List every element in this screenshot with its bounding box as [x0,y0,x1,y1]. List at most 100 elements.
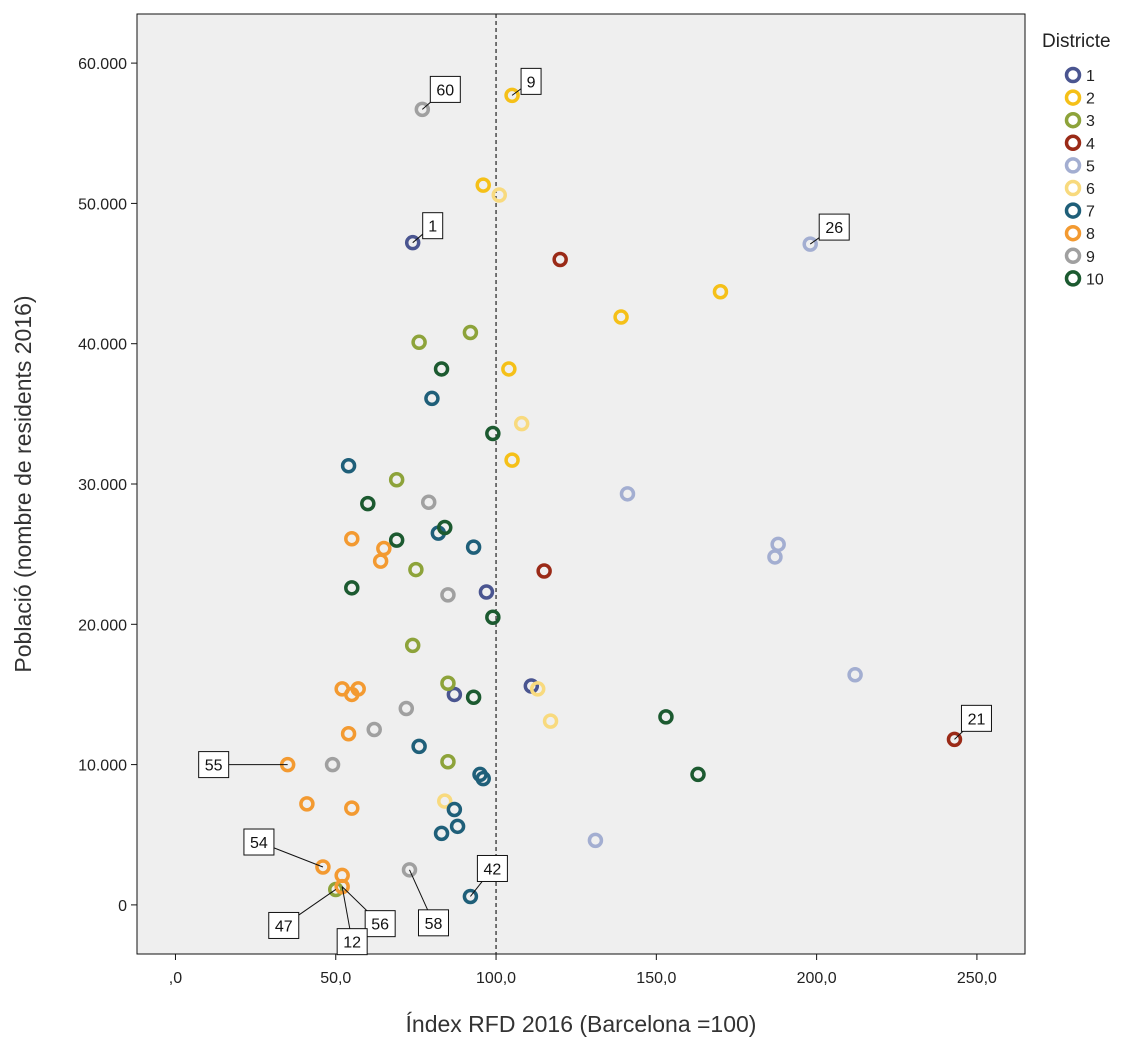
data-point [411,334,427,351]
annotation-box [429,75,461,103]
data-point [485,609,501,626]
data-point [802,236,818,252]
data-point [619,486,636,502]
y-tick-label: 50.000 [78,196,127,213]
legend-label: 9 [1086,249,1095,266]
data-point [344,580,360,596]
data-point [433,825,450,842]
data-point [299,796,315,812]
annotation-label: 21 [968,711,986,728]
data-point [437,793,453,809]
annotation-box [960,704,992,732]
data-point [388,472,405,488]
x-tick-label: 200,0 [797,970,837,987]
data-point [465,689,482,706]
annotation-label: 26 [825,220,843,237]
data-point [501,361,517,377]
data-point [408,561,424,578]
legend: Districte 1 2 3 4 5 6 7 8 9 10 [1042,31,1111,288]
data-point [504,87,520,104]
annotation-box [417,909,449,937]
annotation-box [336,928,368,956]
annotation-label: 1 [428,219,437,236]
data-point [491,187,508,203]
x-tick-label: 250,0 [957,970,997,987]
data-point [315,859,331,875]
y-tick-label: 40.000 [78,337,127,354]
annotation-label: 12 [343,935,361,952]
data-point [404,637,421,654]
data-point [513,415,530,432]
plot-area [136,13,1026,955]
data-point [401,862,418,878]
annotation-box [422,212,444,240]
data-point [324,756,341,773]
annotation-label: 60 [436,82,454,99]
data-point [485,425,501,442]
annotation-box [268,911,300,939]
data-point [767,549,783,565]
legend-marker [1064,270,1082,287]
data-point [360,495,376,512]
legend-label: 3 [1086,113,1095,130]
data-point [366,721,382,738]
data-point [440,587,456,603]
legend-label: 7 [1086,204,1095,221]
y-axis-title: Població (nombre de residents 2016) [10,295,36,672]
legend-marker [1064,224,1082,242]
annotation-label: 55 [205,758,223,775]
data-point [462,888,479,905]
annotation-label: 58 [425,916,443,933]
data-point [414,101,431,118]
data-point [462,324,479,341]
legend-marker [1064,179,1082,197]
data-point [658,709,674,725]
legend-label: 1 [1086,68,1095,85]
legend-marker [1064,247,1082,265]
legend-marker [1064,202,1082,219]
x-axis-title: Índex RFD 2016 (Barcelona =100) [406,1011,757,1037]
x-tick-label: 100,0 [476,970,516,987]
legend-marker [1064,89,1082,106]
data-point [542,713,559,729]
data-point [440,675,456,691]
data-point [552,251,568,268]
y-tick-label: 30.000 [78,477,127,494]
annotation-box [818,213,850,241]
data-point [587,832,604,849]
data-point [404,234,421,251]
data-point [465,539,482,555]
legend-title: Districte [1042,31,1111,52]
data-point [475,177,491,193]
data-point [344,530,360,547]
data-point [440,754,456,770]
data-point [529,681,546,697]
data-point [712,284,729,300]
legend-marker [1064,111,1082,129]
data-point [340,458,357,474]
legend-label: 2 [1086,91,1095,108]
legend-marker [1064,157,1082,174]
data-point [433,361,450,377]
data-point [344,800,360,816]
data-point [398,700,415,717]
data-point [446,801,463,818]
data-point [344,686,360,703]
y-tick-label: 0 [118,898,127,915]
x-tick-label: 50,0 [320,970,351,987]
annotation-label: 47 [275,918,293,935]
y-tick-label: 10.000 [78,758,127,775]
data-point [478,584,495,600]
annotation-label: 56 [371,917,389,934]
data-point [847,667,863,683]
data-point [340,725,357,742]
annotation-box [364,910,396,938]
data-point [690,766,706,783]
data-point [372,553,389,569]
data-point [437,519,453,536]
annotation-box [243,828,275,856]
data-point [334,878,350,895]
annotation-box [520,67,542,95]
legend-label: 4 [1086,136,1095,153]
